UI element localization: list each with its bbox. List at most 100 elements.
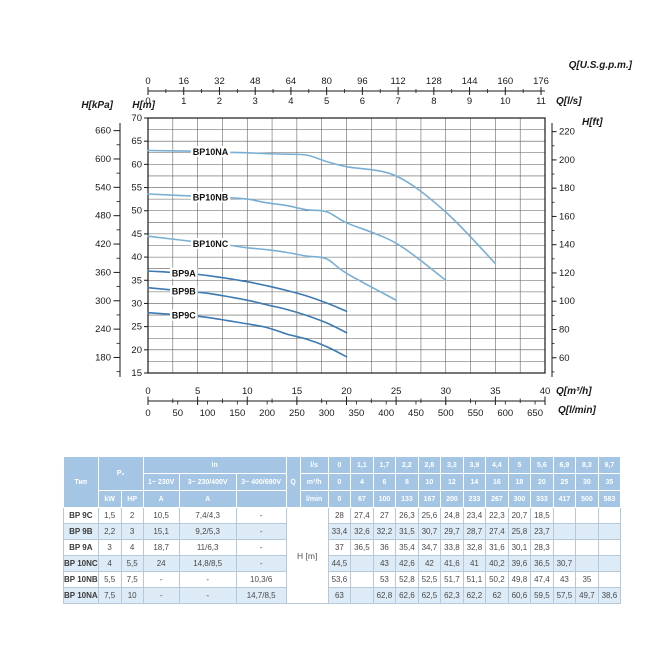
gpm-tick-label: 96 <box>357 76 368 87</box>
lmin-tick-label: 0 <box>145 408 150 419</box>
q-value-ls: 9,7 <box>597 456 622 474</box>
h-value <box>597 555 622 572</box>
curve-BP9A <box>147 270 348 313</box>
q-value-m3h: 18 <box>507 473 532 491</box>
h-value: 57,5 <box>552 587 577 604</box>
gpm-tick-label: 128 <box>426 76 442 87</box>
h-value: 32,2 <box>372 523 397 540</box>
ft-tick-label: 80 <box>559 324 570 335</box>
q-value-lmin: 200 <box>440 490 464 508</box>
h-value: 28 <box>327 507 352 524</box>
h-value: 49,8 <box>507 571 532 588</box>
hp-value: 10 <box>120 587 144 604</box>
h-value: 30,7 <box>417 523 442 540</box>
h-value: 33,4 <box>327 523 352 540</box>
h-value: 52,5 <box>417 571 442 588</box>
q-value-m3h: 12 <box>440 473 464 491</box>
h-value <box>597 571 622 588</box>
h-value <box>597 523 622 540</box>
h-m-label: H [m] <box>285 507 329 604</box>
h-value: 63 <box>327 587 352 604</box>
ls-tick-label: 0 <box>145 96 150 107</box>
lmin-tick-label: 650 <box>527 408 543 419</box>
h-value: 44,5 <box>327 555 352 572</box>
m3h-tick-label: 15 <box>292 386 303 397</box>
h-value: 33,8 <box>440 539 464 556</box>
q-value-ls: 3,3 <box>440 456 464 474</box>
ls-tick-label: 11 <box>536 96 546 107</box>
a400-value: 11/6,3 <box>178 539 237 556</box>
a400-value: 9,2/5,3 <box>178 523 237 540</box>
m3h-axis-title: Q[m³/h] <box>556 386 592 397</box>
m3h-tick-label: 25 <box>391 386 402 397</box>
pump-performance-chart: 0 16 32 48 64 80 96 112 128 144 160 176 0 1 2 3 4 5 6 7 8 9 10… <box>81 60 633 419</box>
lmin-axis-title: Q[l/min] <box>558 405 596 416</box>
q-value-lmin: 133 <box>395 490 419 508</box>
h-value: 60,6 <box>507 587 532 604</box>
h-value: 37 <box>327 539 352 556</box>
gpm-tick-label: 80 <box>321 76 332 87</box>
ft-tick-label: 220 <box>559 127 575 138</box>
curve-label-bg-BP9C <box>169 309 198 321</box>
h-value: 43 <box>552 571 577 588</box>
lmin-tick-label: 300 <box>319 408 335 419</box>
h-value: 23,4 <box>462 507 487 524</box>
hp-value: 2 <box>120 507 144 524</box>
table-row-bp9c: BP 9C 1,5 2 10,5 7,4/4,3- H [m] 28 27,4 27 26,3 25… <box>63 507 622 604</box>
kpa-tick-label: 540 <box>95 182 111 193</box>
m3h-tick-label: 30 <box>440 386 451 397</box>
gpm-axis-title: Q[U.S.g.p.m.] <box>569 60 633 71</box>
h-value: 30,1 <box>507 539 532 556</box>
kpa-axis-title: H[kPa] <box>81 100 113 111</box>
q-value-m3h: 10 <box>417 473 442 491</box>
table-row-bp10na: BP 10NA 7,5 10- -14,7/8,5 63 62,8 62,6 62,5 62,3… <box>63 587 622 604</box>
m-tick-label: 40 <box>131 252 142 263</box>
hp-value: 4 <box>120 539 144 556</box>
q-value-ls: 2,2 <box>395 456 419 474</box>
a690-value: - <box>235 523 287 540</box>
h-value: 28,7 <box>462 523 487 540</box>
h-value: 43 <box>372 555 397 572</box>
ft-tick-label: 140 <box>559 240 575 251</box>
h-value: 24,8 <box>440 507 464 524</box>
ft-tick-label: 180 <box>559 183 575 194</box>
q-value-m3h: 20 <box>530 473 554 491</box>
q-value-ls: 1,1 <box>350 456 374 474</box>
curve-label-BP9B: BP9B <box>172 287 197 297</box>
plot-border <box>147 117 546 374</box>
ft-tick-label: 200 <box>559 155 575 166</box>
h-value: 22,3 <box>485 507 509 524</box>
h-value <box>552 539 577 556</box>
q-value-m3h: 35 <box>597 473 622 491</box>
h-value: 39,6 <box>507 555 532 572</box>
a230-value: 10,5 <box>142 507 180 524</box>
q-value-lmin: 167 <box>417 490 442 508</box>
table-row-bp10nb: BP 10NB 5,5 7,5- -10,3/6 53,6 53 52,8 52,5 51,7 5… <box>63 571 622 588</box>
pump-name: BP 10NC <box>63 555 99 572</box>
curve-label-BP10NA: BP10NA <box>193 147 229 157</box>
gpm-tick-label: 144 <box>462 76 478 87</box>
a230-value: - <box>142 587 180 604</box>
gpm-tick-label: 64 <box>286 76 297 87</box>
q-value-lmin: 0 <box>327 490 352 508</box>
h-value: 62,2 <box>462 587 487 604</box>
q-value-ls: 3,9 <box>462 456 487 474</box>
a690-value: - <box>235 507 287 524</box>
q-value-lmin: 500 <box>575 490 599 508</box>
in-voltage-header: 3~ 400/690V <box>235 473 287 491</box>
q-value-lmin: 100 <box>372 490 397 508</box>
a690-value: - <box>235 539 287 556</box>
kpa-tick-label: 480 <box>95 211 111 222</box>
hp-value: 7,5 <box>120 571 144 588</box>
q-value-m3h: 8 <box>395 473 419 491</box>
kw-value: 3 <box>97 539 122 556</box>
h-value: 52,8 <box>395 571 419 588</box>
a690-value: 14,7/8,5 <box>235 587 287 604</box>
curve-BP9B <box>147 286 348 334</box>
h-value <box>597 507 622 524</box>
m3h-tick-label: 40 <box>540 386 551 397</box>
ft-tick-label: 60 <box>559 353 570 364</box>
